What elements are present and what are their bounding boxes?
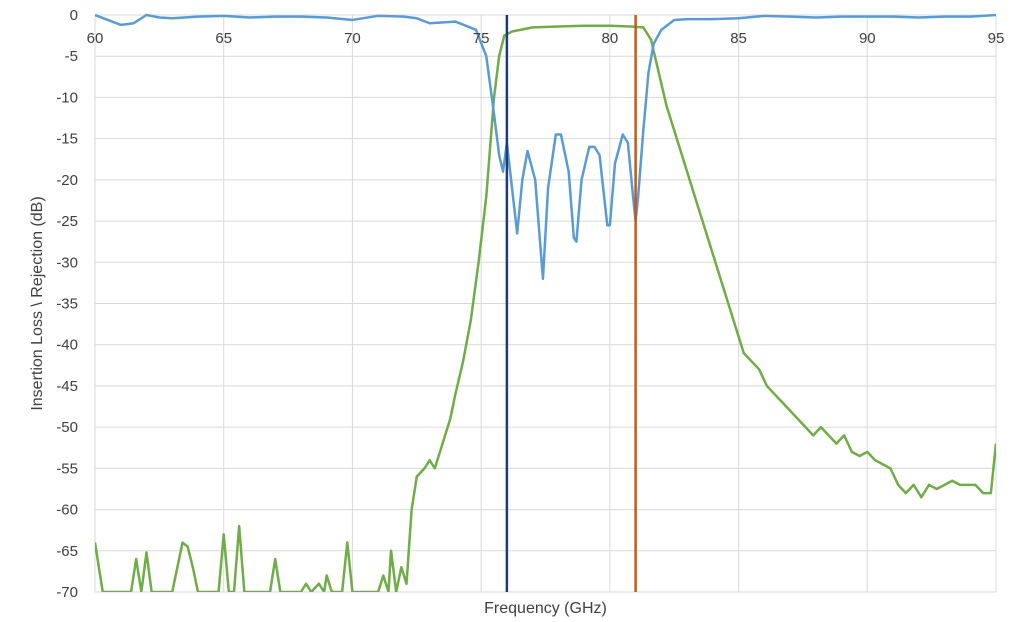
x-tick-label: 90 [859, 30, 876, 47]
y-tick-label: -25 [56, 213, 78, 230]
marker-layer [505, 15, 637, 592]
x-tick-label: 60 [87, 30, 104, 47]
y-tick-label: 0 [70, 7, 78, 24]
series-line-blue [95, 13, 996, 281]
y-tick-label: -55 [56, 460, 78, 477]
x-tick-label: 85 [730, 30, 747, 47]
y-tick-label: -70 [56, 584, 78, 601]
x-tick-label: 70 [344, 30, 361, 47]
series-line-green [95, 24, 996, 592]
y-tick-label: -20 [56, 172, 78, 189]
x-tick-label: 95 [988, 30, 1005, 47]
series-layer [95, 13, 996, 592]
y-tick-label: -65 [56, 543, 78, 560]
x-axis-title: Frequency (GHz) [484, 600, 607, 617]
x-tick-label: 80 [602, 30, 619, 47]
y-tick-label: -35 [56, 296, 78, 313]
y-tick-label: -40 [56, 337, 78, 354]
x-tick-label: 65 [215, 30, 232, 47]
grid [95, 14, 996, 593]
y-axis-title: Insertion Loss \ Rejection (dB) [29, 196, 46, 410]
y-tick-label: -45 [56, 378, 78, 395]
vertical-gridlines [94, 15, 997, 592]
y-tick-label: -10 [56, 89, 78, 106]
y-tick-label: -5 [65, 48, 78, 65]
x-tick-label: 75 [473, 30, 490, 47]
tick-labels: 0 -5 -10 -15 -20 -25 -30 -35 -40 -45 -50 -55 -60 -65 -… [56, 7, 1004, 601]
y-tick-label: -50 [56, 419, 78, 436]
y-tick-label: -30 [56, 254, 78, 271]
y-tick-label: -15 [56, 131, 78, 148]
y-tick-label: -60 [56, 502, 78, 519]
